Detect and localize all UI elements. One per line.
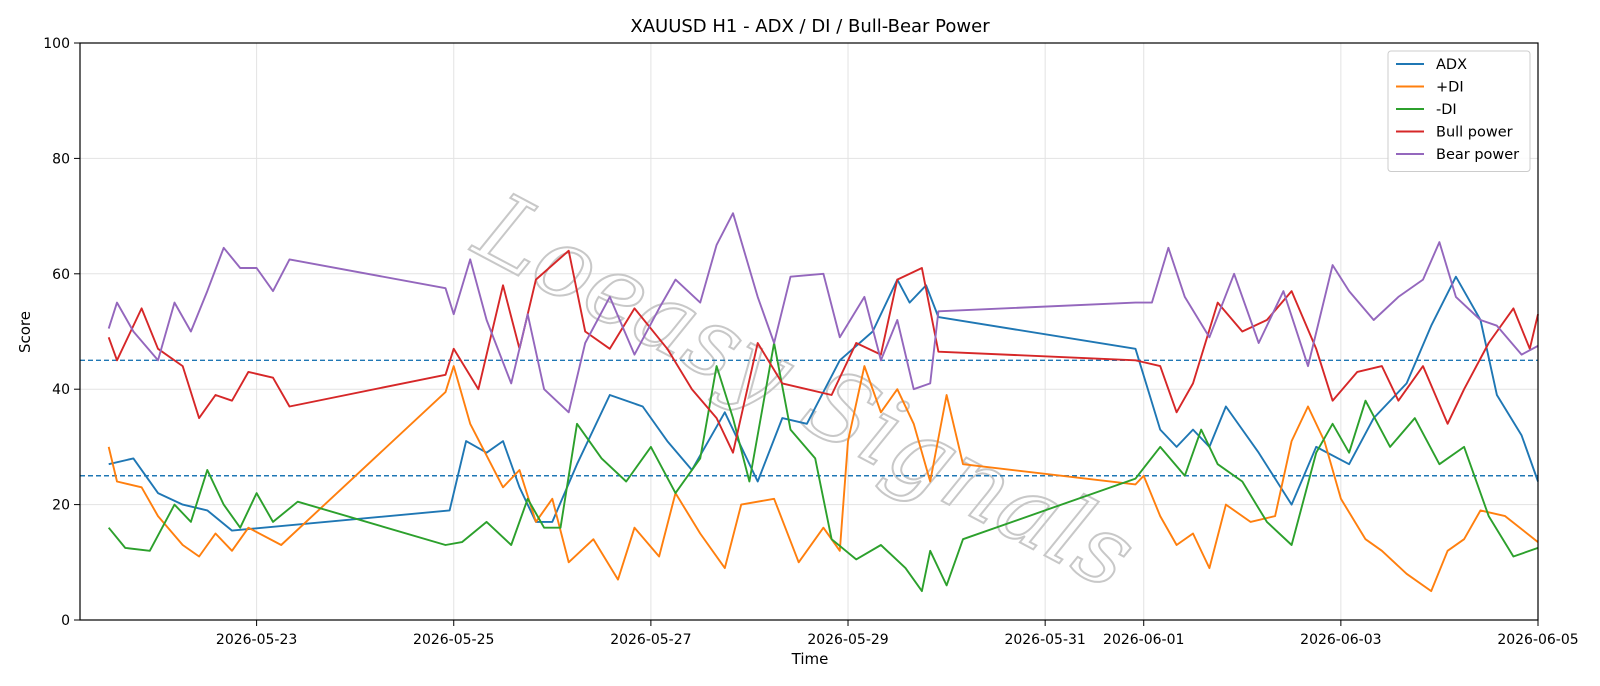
series-line-bear-power <box>107 212 1539 414</box>
series-line-adx <box>108 275 1539 532</box>
legend-label--di: +DI <box>1436 80 1464 96</box>
x-tick-label: 2026-05-27 <box>610 632 691 648</box>
legend: ADX +DI -DI Bull power Bear power <box>1387 50 1531 172</box>
reference-lines <box>80 359 1538 477</box>
legend-label-bear-power: Bear power <box>1436 147 1519 163</box>
legend-label--di: -DI <box>1436 102 1457 118</box>
x-tick-label: 2026-05-23 <box>216 632 297 648</box>
legend-label-bull-power: Bull power <box>1436 125 1513 141</box>
x-tick-label: 2026-05-25 <box>413 632 494 648</box>
x-tick-label: 2026-05-31 <box>1004 632 1085 648</box>
y-tick-label: 0 <box>61 613 70 629</box>
x-tick-label: 2026-06-03 <box>1300 632 1381 648</box>
y-tick-label: 80 <box>52 151 70 167</box>
x-tick-label: 2026-05-29 <box>807 632 888 648</box>
y-axis-ticks: 0 20 40 60 80 100 <box>43 36 80 629</box>
x-axis-ticks: 2026-05-23 2026-05-25 2026-05-27 2026-05-29… <box>216 620 1579 648</box>
y-tick-label: 40 <box>52 382 70 398</box>
series-line--di <box>107 342 1539 593</box>
series <box>107 212 1539 593</box>
series-line--di <box>107 365 1539 593</box>
y-axis-label: Score <box>16 311 34 353</box>
chart-title: XAUUSD H1 - ADX / DI / Bull-Bear Power <box>630 16 990 37</box>
legend-box <box>1387 50 1531 172</box>
series-line-bull-power <box>107 249 1539 454</box>
y-tick-label: 60 <box>52 267 70 283</box>
y-tick-label: 20 <box>52 498 70 514</box>
x-axis-label: Time <box>791 650 829 668</box>
x-tick-label: 2026-06-01 <box>1103 632 1184 648</box>
y-tick-label: 100 <box>43 36 70 52</box>
x-tick-label: 2026-06-05 <box>1497 632 1578 648</box>
legend-label-adx: ADX <box>1436 57 1467 73</box>
plot-frame <box>79 42 1539 621</box>
